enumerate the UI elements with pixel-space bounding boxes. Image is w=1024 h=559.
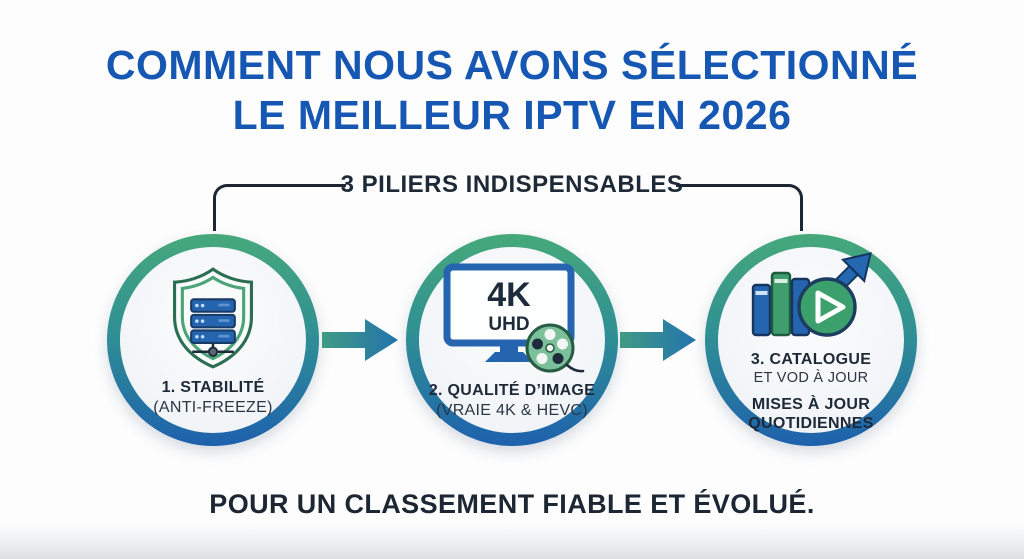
pillar-2-quality-circle: 4K UHD 2. QUALITÉ D’ <box>406 234 618 446</box>
pillar-1-stability-circle: 1. STABILITÉ (ANTI-FREEZE) <box>107 234 319 446</box>
pillar-3-catalogue-circle: 3. CATALOGUE ET VOD À JOUR MISES À JOUR … <box>705 234 917 446</box>
pillar-3-note-line1: MISES À JOUR <box>751 395 871 413</box>
bracket-left <box>213 184 346 231</box>
pillar-1-content: 1. STABILITÉ (ANTI-FREEZE) <box>120 247 306 433</box>
film-reel-icon <box>525 323 585 373</box>
tv-screen-text-4k: 4K <box>487 276 531 314</box>
pillar-1-title: 1. STABILITÉ <box>161 378 265 396</box>
pillar-3-note: MISES À JOUR QUOTIDIENNES <box>748 395 873 433</box>
footer-tagline: POUR UN CLASSEMENT FIABLE ET ÉVOLUÉ. <box>209 489 815 519</box>
pillar-3-title: 3. CATALOGUE <box>750 351 872 369</box>
pillars-banner-label: 3 PILIERS INDISPENSABLES <box>340 171 684 198</box>
play-button-icon <box>797 277 857 337</box>
pillar-2-title: 2. QUALITÉ D’IMAGE <box>428 381 596 399</box>
flow-arrow-2-icon <box>620 319 696 361</box>
catalog-growth-icon <box>743 247 879 343</box>
flow-arrow-1-icon <box>322 319 398 361</box>
tv-4k-icon: 4K UHD <box>437 260 587 374</box>
pillar-3-subtitle: ET VOD À JOUR <box>753 370 869 387</box>
page-title: COMMENT NOUS AVONS SÉLECTIONNÉ LE MEILLE… <box>0 40 1024 140</box>
page-title-line2: LE MEILLEUR IPTV EN 2026 <box>232 92 792 139</box>
shield-servers-icon <box>161 265 265 371</box>
tv-screen-text-uhd: UHD <box>488 314 529 335</box>
pillar-2-content: 4K UHD 2. QUALITÉ D’ <box>419 247 605 433</box>
bracket-right <box>676 184 803 231</box>
page-title-line1: COMMENT NOUS AVONS SÉLECTIONNÉ <box>105 42 919 88</box>
pillar-3-note-line2: QUOTIDIENNES <box>748 414 874 432</box>
pillar-2-subtitle: (VRAIE 4K & HEVC) <box>436 401 588 419</box>
pillar-1-subtitle: (ANTI-FREEZE) <box>153 398 273 416</box>
pillar-3-content: 3. CATALOGUE ET VOD À JOUR MISES À JOUR … <box>718 247 904 433</box>
